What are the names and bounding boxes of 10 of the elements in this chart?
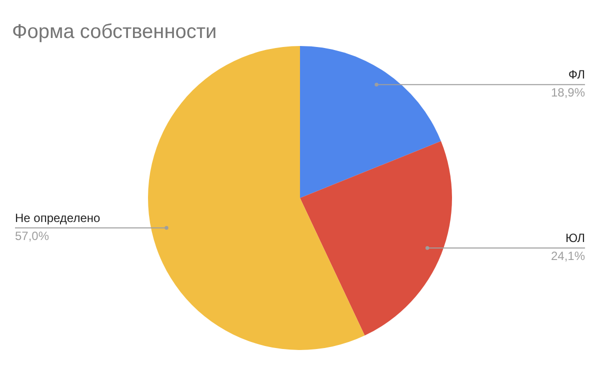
- pie-slice: [300, 46, 441, 198]
- data-label: 18,9%: [550, 86, 586, 100]
- pie-slice: [148, 46, 365, 350]
- slice-label: ФЛ: [568, 68, 585, 82]
- chart-title: Форма собственности: [12, 21, 217, 43]
- pie-slice: [300, 141, 452, 336]
- data-label: 57,0%: [15, 228, 50, 243]
- slice-label: Не определено: [15, 210, 101, 225]
- slice-label: ЮЛ: [566, 230, 585, 245]
- data-label: 24,1%: [550, 248, 586, 263]
